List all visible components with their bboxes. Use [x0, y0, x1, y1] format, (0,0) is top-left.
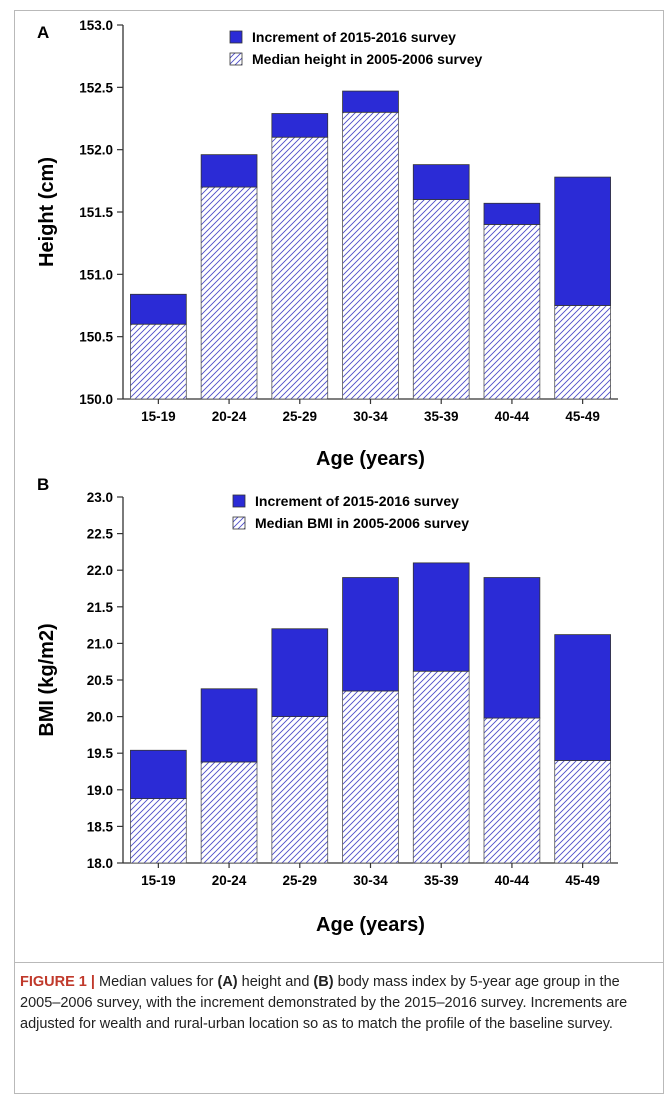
- bar-baseline: [483, 224, 541, 400]
- height-chart: A 150.0 150.5 151.0 151.5 152.0 152.5 153.0 15-1…: [36, 18, 618, 470]
- y-tick-label: 22.5: [87, 527, 114, 542]
- bar-baseline: [554, 760, 611, 864]
- y-tick-label: 152.0: [79, 143, 113, 158]
- bar-increment: [342, 577, 399, 692]
- bar-baseline: [130, 798, 187, 864]
- bar-baseline: [412, 199, 470, 400]
- y-tick-label: 21.5: [87, 600, 114, 615]
- y-tick-label: 151.5: [79, 205, 113, 220]
- caption-text-3: body mass index by 5-year age group in t…: [20, 974, 628, 1032]
- y-tick-label: 150.5: [79, 330, 113, 345]
- bar-increment: [200, 154, 258, 188]
- x-tick-label: 40-44: [495, 873, 530, 888]
- x-tick-label: 20-24: [212, 409, 247, 424]
- x-axis-title: Age (years): [316, 914, 425, 936]
- bar-increment: [412, 562, 470, 672]
- caption-divider: [14, 962, 664, 963]
- x-tick-label: 15-19: [141, 873, 176, 888]
- x-tick-label: 30-34: [353, 873, 388, 888]
- y-tick-label: 20.5: [87, 673, 114, 688]
- x-tick-label: 35-39: [424, 409, 459, 424]
- bar-increment: [412, 164, 470, 200]
- x-tick-label: 15-19: [141, 409, 176, 424]
- x-tick-label: 45-49: [565, 409, 600, 424]
- legend-label: Median height in 2005-2006 survey: [252, 51, 483, 67]
- panel-letter: B: [37, 475, 49, 494]
- y-axis-title: BMI (kg/m2): [36, 623, 58, 736]
- x-tick-label: 45-49: [565, 873, 600, 888]
- bar-increment: [483, 577, 541, 719]
- bar-increment: [342, 90, 399, 113]
- bar-baseline: [200, 186, 258, 400]
- bar-baseline: [200, 761, 258, 864]
- legend-label: Increment of 2015-2016 survey: [252, 29, 456, 45]
- bar-increment: [554, 176, 611, 306]
- caption-text-1: Median values for: [94, 974, 218, 990]
- bar-baseline: [483, 717, 541, 864]
- bar-baseline: [412, 670, 470, 864]
- y-tick-label: 19.5: [87, 746, 114, 761]
- bar-baseline: [342, 111, 399, 400]
- bar-baseline: [554, 305, 611, 400]
- bar-baseline: [271, 716, 329, 864]
- bar-increment: [554, 634, 611, 761]
- legend-swatch: [232, 516, 246, 530]
- y-tick-label: 150.0: [79, 392, 113, 407]
- y-tick-label: 152.5: [79, 80, 113, 95]
- legend-swatch: [232, 494, 246, 508]
- y-axis-title: Height (cm): [36, 157, 58, 267]
- x-tick-label: 35-39: [424, 873, 459, 888]
- legend-label: Increment of 2015-2016 survey: [255, 493, 459, 509]
- caption-text-2: height and: [237, 974, 314, 990]
- bar-increment: [130, 293, 187, 325]
- bar-increment: [271, 113, 329, 138]
- y-tick-label: 19.0: [87, 783, 113, 798]
- bar-increment: [200, 688, 258, 763]
- x-tick-label: 40-44: [495, 409, 530, 424]
- x-tick-label: 30-34: [353, 409, 388, 424]
- y-tick-label: 18.5: [87, 819, 114, 834]
- y-tick-label: 18.0: [87, 856, 113, 871]
- y-tick-label: 23.0: [87, 490, 113, 505]
- bar-increment: [271, 628, 329, 717]
- legend-swatch: [229, 52, 243, 66]
- y-tick-label: 151.0: [79, 267, 113, 282]
- bar-baseline: [271, 136, 329, 400]
- figure-caption: FIGURE 1 | Median values for (A) height …: [20, 972, 648, 1035]
- x-tick-label: 25-29: [283, 873, 318, 888]
- legend-label: Median BMI in 2005-2006 survey: [255, 515, 469, 531]
- y-tick-label: 22.0: [87, 563, 113, 578]
- x-tick-label: 25-29: [283, 409, 318, 424]
- bar-increment: [483, 202, 541, 225]
- bar-baseline: [130, 323, 187, 400]
- legend-swatch: [229, 30, 243, 44]
- bar-baseline: [342, 690, 399, 864]
- caption-figure-label: FIGURE 1 |: [20, 974, 95, 990]
- panel-letter: A: [37, 23, 49, 42]
- x-tick-label: 20-24: [212, 873, 247, 888]
- y-tick-label: 20.0: [87, 710, 113, 725]
- caption-a-label: (A): [217, 974, 238, 990]
- y-tick-label: 153.0: [79, 18, 113, 33]
- bar-increment: [130, 749, 187, 799]
- y-tick-label: 21.0: [87, 636, 113, 651]
- caption-b-label: (B): [313, 974, 334, 990]
- x-axis-title: Age (years): [316, 448, 425, 470]
- bmi-chart: B 18.0 18.5 19.0 19.5 20.0 20.5 21.0 21.5 22.0 22.…: [36, 475, 618, 936]
